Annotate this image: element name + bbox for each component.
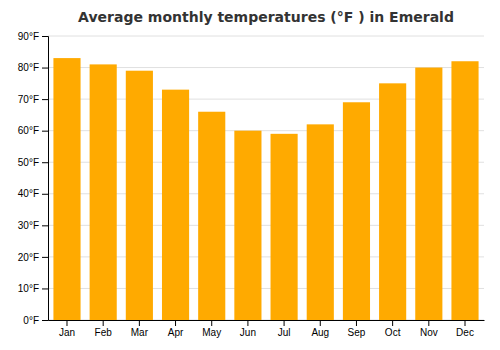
tick: Aug [311, 320, 329, 338]
tick: 70°F [18, 94, 48, 105]
axis-line [49, 320, 485, 321]
tick: Dec [456, 320, 474, 338]
tick-mark [428, 320, 429, 326]
tick: 10°F [18, 283, 48, 294]
tick-label: Jul [278, 327, 291, 338]
bars [53, 58, 478, 320]
tick-mark [211, 320, 212, 326]
tick: 60°F [18, 125, 48, 136]
tick-mark [42, 131, 48, 132]
bar [126, 71, 153, 320]
bar [451, 61, 478, 320]
y-axis: 0°F 10°F 20°F 30°F 40°F 50°F 60°F 70°F 80°F 90°F [18, 31, 49, 326]
tick-label: May [202, 327, 221, 338]
tick-label: 0°F [23, 315, 39, 326]
tick: 80°F [18, 62, 48, 73]
tick-mark [42, 36, 48, 37]
bar [415, 68, 442, 320]
tick-mark [66, 320, 67, 326]
tick: 30°F [18, 220, 48, 231]
grid-line [48, 36, 484, 37]
plot-area: 0°F 10°F 20°F 30°F 40°F 50°F 60°F 70°F 80°F 90°F J… [18, 31, 485, 338]
bar [307, 124, 334, 320]
tick-mark [139, 320, 140, 326]
tick-label: Mar [131, 327, 149, 338]
tick-label: 70°F [18, 94, 39, 105]
tick: Feb [95, 320, 113, 338]
bar [198, 112, 225, 320]
tick-mark [42, 99, 48, 100]
tick-label: Oct [385, 327, 401, 338]
tick-label: Aug [311, 327, 329, 338]
tick: Mar [131, 320, 149, 338]
tick-label: Apr [168, 327, 184, 338]
tick-mark [42, 320, 48, 321]
tick: Apr [168, 320, 184, 338]
bar [379, 83, 406, 320]
tick-mark [42, 225, 48, 226]
tick-mark [465, 320, 466, 326]
tick: 20°F [18, 252, 48, 263]
x-axis: Jan Feb Mar Apr May Jun Jul Aug Sep Oct Nov Dec [49, 320, 485, 338]
tick-mark [42, 68, 48, 69]
tick-mark [320, 320, 321, 326]
tick-mark [42, 288, 48, 289]
bar [343, 102, 370, 320]
tick: Jun [240, 320, 256, 338]
tick: May [202, 320, 221, 338]
tick-mark [247, 320, 248, 326]
tick: 50°F [18, 157, 48, 168]
tick-label: Dec [456, 327, 474, 338]
tick-label: 80°F [18, 62, 39, 73]
tick-mark [356, 320, 357, 326]
tick-label: 30°F [18, 220, 39, 231]
tick-mark [103, 320, 104, 326]
tick-label: 50°F [18, 157, 39, 168]
tick: 0°F [23, 315, 48, 326]
tick-mark [42, 194, 48, 195]
tick: Oct [385, 320, 401, 338]
chart-svg: 0°F 10°F 20°F 30°F 40°F 50°F 60°F 70°F 80°F 90°F J… [0, 0, 500, 350]
chart-container: 0°F 10°F 20°F 30°F 40°F 50°F 60°F 70°F 80°F 90°F J… [0, 0, 500, 350]
tick: Sep [348, 320, 366, 338]
tick-label: 20°F [18, 252, 39, 263]
tick-label: Jun [240, 327, 256, 338]
tick-mark [284, 320, 285, 326]
bar [53, 58, 80, 320]
tick: Jan [59, 320, 75, 338]
tick-label: Feb [95, 327, 113, 338]
grid [48, 36, 484, 320]
bar [162, 90, 189, 320]
tick: 90°F [18, 31, 48, 42]
bar [90, 64, 117, 320]
bar [271, 134, 298, 320]
tick-label: 60°F [18, 125, 39, 136]
title: Average monthly temperatures (°F ) in Em… [78, 9, 454, 25]
tick-label: 90°F [18, 31, 39, 42]
tick: Nov [420, 320, 438, 338]
tick-label: 40°F [18, 188, 39, 199]
tick-mark [392, 320, 393, 326]
tick-label: Jan [59, 327, 75, 338]
tick-mark [42, 162, 48, 163]
tick: Jul [278, 320, 291, 338]
tick-label: Nov [420, 327, 438, 338]
axis-line [42, 37, 49, 321]
tick-label: Sep [348, 327, 366, 338]
bar [234, 131, 261, 320]
tick: 40°F [18, 188, 48, 199]
tick-mark [42, 257, 48, 258]
tick-mark [175, 320, 176, 326]
tick-label: 10°F [18, 283, 39, 294]
